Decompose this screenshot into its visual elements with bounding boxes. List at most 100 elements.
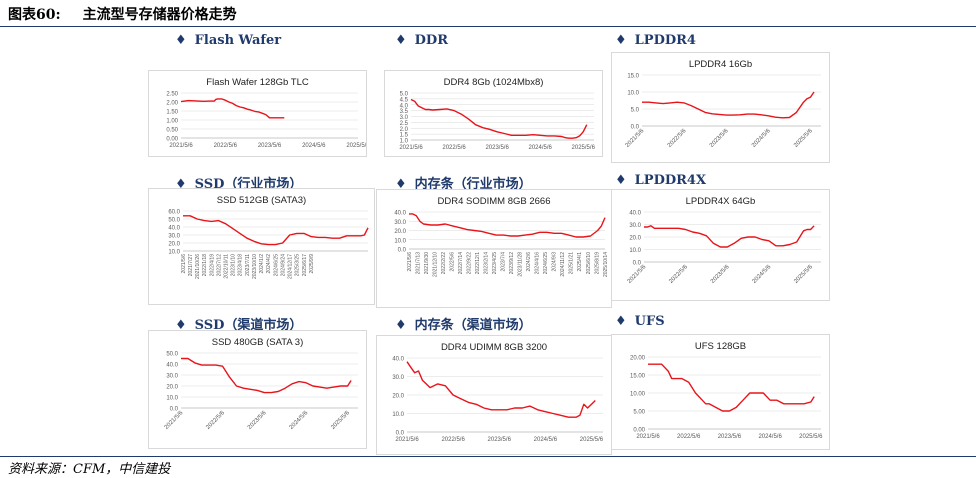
y-tick-label: 2.0 — [400, 127, 409, 133]
x-tick-label: 2022/10/11 — [223, 254, 229, 279]
y-tick-label: 5.00 — [633, 410, 645, 416]
price-series-line — [180, 98, 285, 119]
y-tick-label: 20.0 — [392, 394, 404, 400]
y-tick-label: 20.0 — [168, 242, 180, 248]
line-chart: DDR4 SODIMM 8GB 2666 0.0 10.0 20.0 30.0 40.0 2… — [394, 196, 609, 277]
price-series-line — [406, 361, 596, 418]
x-tick-label: 2021/5/6 — [164, 410, 185, 431]
figure-title-text: 主流型号存储器价格走势 — [82, 7, 237, 23]
diamond-icon: ♦ — [175, 33, 187, 48]
x-tick-label: 2022/1/18 — [202, 254, 208, 276]
y-tick-label: 1.5 — [400, 133, 409, 139]
y-tick-label: 20.00 — [630, 356, 646, 362]
x-tick-label: 2025/10/14 — [603, 252, 609, 277]
x-tick-label: 2023/7/4 — [501, 252, 507, 272]
x-tick-label: 2022/7/12 — [216, 254, 222, 276]
x-tick-label: 2025/5/6 — [346, 143, 366, 149]
chart-card: LPDDR4X 64Gb 0.0 10.0 20.0 30.0 40.0 2021/5/6 2… — [611, 189, 830, 301]
x-tick-label: 2021/5/6 — [625, 128, 646, 149]
panel-heading-text: SSD（渠道市场） — [194, 318, 303, 333]
x-tick-label: 2025/5/6 — [793, 128, 814, 149]
x-tick-label: 2023/5/6 — [485, 145, 509, 151]
y-tick-label: 2.00 — [166, 101, 178, 107]
y-tick-label: 10.0 — [629, 248, 641, 254]
y-tick-label: 30.0 — [394, 220, 406, 226]
y-tick-label: 20.0 — [394, 229, 406, 235]
x-tick-label: 2022/2/22 — [441, 252, 447, 274]
x-tick-label: 2022/9/22 — [466, 252, 472, 274]
header-rule — [0, 26, 976, 27]
y-tick-label: 5.0 — [631, 108, 640, 114]
x-tick-label: 2023/11/28 — [518, 252, 524, 277]
panel-heading-text: LPDDR4 — [634, 33, 696, 48]
x-tick-label: 2022/5/6 — [667, 128, 688, 149]
y-tick-label: 40.0 — [394, 211, 406, 217]
x-tick-label: 2023/5/6 — [709, 128, 730, 149]
x-tick-label: 2022/12/1 — [475, 252, 481, 274]
y-tick-label: 40.0 — [166, 363, 178, 369]
panel-heading: ♦ SSD（渠道市场） — [175, 314, 302, 333]
panel-heading-text: UFS — [634, 314, 665, 329]
figure-title: 图表60: 主流型号存储器价格走势 — [8, 4, 237, 24]
line-chart: DDR4 8Gb (1024Mbx8) 1.01.52.02.53.03.54.0… — [399, 77, 595, 151]
panel-heading-text: 内存条（行业市场） — [414, 177, 532, 192]
chart-title: Flash Wafer 128Gb TLC — [206, 77, 309, 88]
y-tick-label: 5.0 — [400, 92, 409, 98]
y-tick-label: 0.0 — [398, 248, 407, 254]
line-chart: LPDDR4 16Gb 0.0 5.0 10.0 15.0 2021/5/6 2022/5/… — [625, 59, 821, 149]
y-tick-label: 0.50 — [166, 128, 178, 134]
panel-heading-text: Flash Wafer — [194, 33, 282, 48]
x-tick-label: 2024/5/6 — [758, 434, 782, 440]
price-series-line — [648, 363, 815, 412]
chart-card: UFS 128GB 0.00 5.00 10.00 15.00 20.00 2021/5/6… — [611, 334, 830, 450]
diamond-icon: ♦ — [615, 33, 627, 48]
x-tick-label: 2023/1/10 — [231, 254, 237, 276]
chart-title: DDR4 UDIMM 8GB 3200 — [441, 342, 547, 353]
line-chart: Flash Wafer 128Gb TLC 0.00 0.50 1.00 1.50 2.0… — [166, 77, 366, 149]
x-tick-label: 2025/3/25 — [295, 254, 301, 276]
y-tick-label: 60.0 — [168, 210, 180, 216]
y-tick-label: 50.0 — [166, 352, 178, 358]
y-tick-label: 10.0 — [168, 250, 180, 256]
x-tick-label: 2024/2/6 — [526, 252, 532, 272]
chart-title: SSD 480GB (SATA 3) — [212, 337, 304, 348]
diamond-icon: ♦ — [175, 177, 187, 192]
chart-title: SSD 512GB (SATA3) — [217, 195, 306, 206]
price-series-line — [410, 98, 588, 139]
y-tick-label: 2.50 — [166, 92, 178, 98]
diamond-icon: ♦ — [395, 33, 407, 48]
panel-heading-text: LPDDR4X — [634, 173, 707, 188]
x-tick-label: 2025/6/10 — [586, 252, 592, 274]
y-tick-label: 10.00 — [630, 392, 646, 398]
line-chart: SSD 512GB (SATA3) 10.0 20.0 30.0 40.0 50.0 60.… — [168, 195, 369, 279]
y-tick-label: 4.5 — [400, 97, 409, 103]
x-tick-label: 2021/9/30 — [424, 252, 430, 274]
x-tick-label: 2025/5/6 — [793, 264, 814, 285]
x-tick-label: 2021/5/6 — [395, 437, 419, 443]
x-tick-label: 2024/5/6 — [751, 128, 772, 149]
x-tick-label: 2023/5/6 — [488, 437, 512, 443]
x-tick-label: 2023/10/10 — [252, 254, 258, 279]
diamond-icon: ♦ — [615, 173, 627, 188]
y-tick-label: 30.0 — [166, 374, 178, 380]
panel-heading: ♦ LPDDR4X — [615, 173, 706, 188]
price-series-line — [644, 225, 815, 248]
panel-heading: ♦ 内存条（渠道市场） — [395, 314, 532, 333]
price-series-line — [642, 91, 815, 119]
x-tick-label: 2021/12/10 — [432, 252, 438, 277]
x-tick-label: 2023/4/18 — [238, 254, 244, 276]
panel-heading: ♦ DDR — [395, 33, 448, 48]
y-tick-label: 15.0 — [627, 74, 639, 80]
y-tick-label: 3.0 — [400, 115, 409, 121]
x-tick-label: 2022/4/19 — [209, 254, 215, 276]
x-tick-label: 2023/7/11 — [245, 254, 251, 276]
chart-card: SSD 480GB (SATA 3) 0.0 10.0 20.0 30.0 40.0 50.… — [148, 330, 367, 449]
panel-heading-text: DDR — [414, 33, 449, 48]
y-tick-label: 4.0 — [400, 103, 409, 109]
x-tick-label: 2021/5/6 — [181, 254, 187, 274]
y-tick-label: 20.0 — [166, 385, 178, 391]
chart-card: DDR4 SODIMM 8GB 2666 0.0 10.0 20.0 30.0 40.0 2… — [376, 189, 612, 308]
x-tick-label: 2024/6/25 — [273, 254, 279, 276]
y-tick-label: 15.00 — [630, 374, 646, 380]
x-tick-label: 2025/1/21 — [569, 252, 575, 274]
